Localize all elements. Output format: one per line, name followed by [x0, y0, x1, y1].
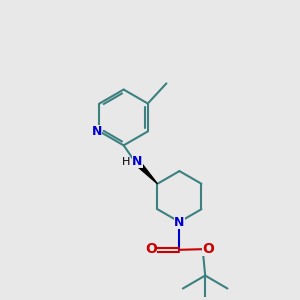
Text: N: N: [92, 125, 102, 138]
Text: N: N: [132, 155, 142, 168]
Text: N: N: [174, 216, 184, 229]
Polygon shape: [136, 162, 158, 184]
Text: H: H: [122, 157, 130, 167]
Text: O: O: [146, 242, 158, 256]
Text: O: O: [202, 242, 214, 256]
